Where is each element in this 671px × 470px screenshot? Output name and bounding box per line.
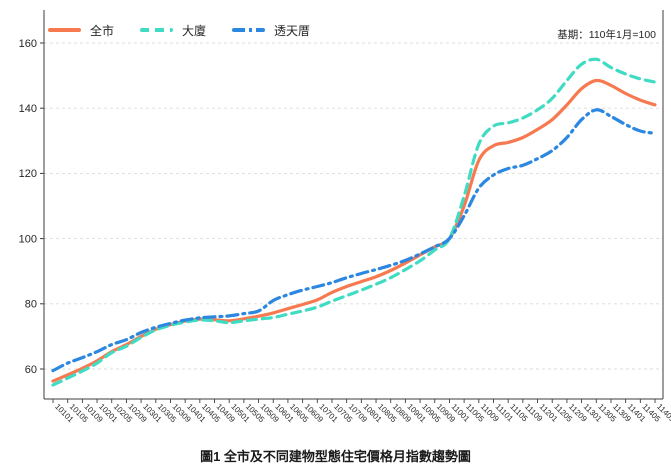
base-period-annotation: 基期：110年1月=100 [557,29,656,41]
legend-item-building: 大廈 [140,22,206,39]
townhouse-line-sample-icon [232,28,266,32]
y-tick-label-140: 140 [19,103,37,115]
y-tick-label-60: 60 [25,364,37,376]
series-line-透天厝 [51,108,657,373]
series-line-大廈 [51,57,657,387]
legend-label-building: 大廈 [182,23,207,38]
legend-label-city: 全市 [90,23,115,38]
line-chart-canvas: 6080100120140160101011010510109102011020… [19,10,671,425]
figure-title: 圖1 全市及不同建物型態住宅價格月指數趨勢圖 [200,449,471,464]
legend-item-city: 全市 [48,22,114,39]
legend-label-townhouse: 透天厝 [274,23,311,38]
legend-item-townhouse: 透天厝 [232,22,310,39]
chart-legend: 全市 大廈 透天厝 [48,22,310,38]
y-tick-label-100: 100 [19,233,37,245]
city-line-sample-icon [48,28,81,32]
y-tick-label-80: 80 [25,299,37,311]
y-tick-label-160: 160 [19,38,37,50]
y-tick-label-120: 120 [19,168,37,180]
building-line-sample-icon [140,28,174,32]
series-line-全市 [51,78,657,383]
